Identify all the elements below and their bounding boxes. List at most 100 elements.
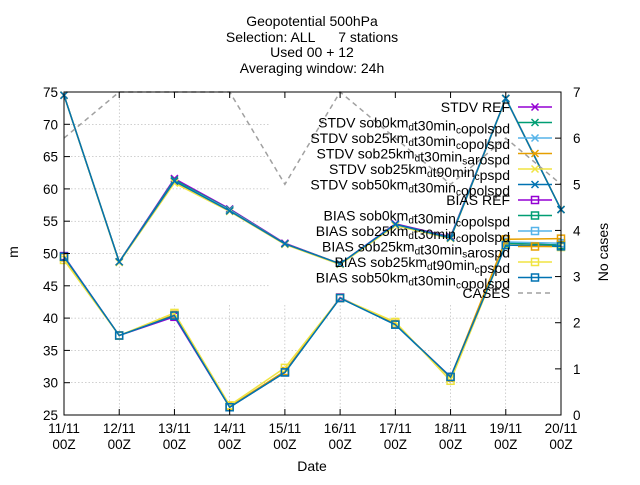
- cross-marker: [225, 206, 234, 215]
- legend-label-subscript: c: [456, 188, 461, 199]
- y-tick-label: 25: [43, 408, 58, 423]
- square-marker: [530, 273, 540, 282]
- x-tick-label: 13/11: [158, 421, 191, 436]
- legend-entry: BIAS sob50kmdt30mincopolspd: [316, 270, 552, 292]
- x-tick-sublabel: 00Z: [439, 437, 462, 452]
- legend-label: BIAS sob0kmdt30mincopolspd: [324, 208, 510, 230]
- legend-label-text: BIAS sob0km: [324, 208, 409, 224]
- legend-entry: STDV sob50kmdt30mincopolspd: [310, 177, 552, 199]
- y2-tick-label: 0: [573, 408, 581, 423]
- x-tick-sublabel: 00Z: [273, 437, 296, 452]
- legend-label-text: STDV sob50km: [310, 177, 408, 193]
- y2-tick-label: 5: [573, 177, 581, 192]
- legend-label: BIAS sob25kmdt30mincopolspd: [316, 223, 510, 245]
- y2-tick-label: 4: [573, 223, 581, 238]
- title-line-3: Used 00 + 12: [270, 44, 354, 60]
- legend-label-subscript: s: [462, 250, 467, 261]
- legend-label-subscript: c: [456, 126, 461, 137]
- legend-label-text: opolspd: [461, 229, 510, 245]
- cross-marker: [530, 180, 540, 189]
- legend-label: STDV REF: [441, 99, 510, 115]
- legend-entry: STDV sob0kmdt30mincopolspd: [318, 115, 552, 137]
- legend-label-text: CASES: [463, 285, 510, 301]
- chart-title: Geopotential 500hPa Selection: ALL 7 sta…: [226, 13, 398, 76]
- x-tick-sublabel: 00Z: [328, 437, 351, 452]
- legend-entry: STDV REF: [441, 99, 552, 115]
- x-tick-label: 11/11: [48, 421, 80, 436]
- cross-marker: [391, 221, 400, 230]
- square-marker: [530, 226, 540, 236]
- title-line-1: Geopotential 500hPa: [246, 13, 378, 29]
- cross-marker: [530, 164, 540, 174]
- legend-label-subscript: d: [408, 185, 414, 196]
- legend-label: STDV sob50kmdt30mincopolspd: [310, 177, 510, 199]
- cross-marker: [391, 220, 400, 229]
- legend-label-text: t30min: [414, 180, 456, 196]
- x-tick-label: 14/11: [213, 421, 246, 436]
- y-axis-label: m: [5, 246, 21, 258]
- square-marker: [530, 211, 540, 220]
- legend-label-text: STDV REF: [441, 99, 510, 115]
- y-tick-label: 40: [43, 311, 58, 326]
- x-tick-sublabel: 00Z: [163, 437, 186, 452]
- cross-marker: [501, 94, 510, 103]
- series-5: [59, 91, 566, 268]
- legend-label-subscript: c: [456, 219, 461, 230]
- legend-label-text: STDV sob25km: [317, 146, 415, 162]
- legend-label-subscript: d: [408, 278, 414, 289]
- legend-label-subscript: c: [456, 141, 461, 152]
- legend-label-text: BIAS sob25km: [334, 254, 427, 270]
- series-line: [63, 244, 562, 409]
- legend-label-text: STDV sob25km: [329, 161, 427, 177]
- cross-marker: [170, 177, 179, 186]
- legend-label: STDV sob25kmdt90mincpspd: [329, 161, 510, 183]
- axes: 253035404550556065707511/1100Z12/1100Z13…: [43, 85, 581, 452]
- square-marker: [530, 242, 540, 251]
- legend-label-text: opolspd: [461, 183, 510, 199]
- legend-entry: BIAS sob0kmdt30mincopolspd: [324, 208, 552, 230]
- legend-label-text: opolspd: [461, 276, 510, 292]
- legend-label-text: BIAS sob25km: [322, 239, 415, 255]
- legend-label: CASES: [463, 285, 510, 301]
- legend-label-text: t30min: [414, 211, 456, 227]
- cross-marker: [530, 118, 540, 127]
- legend-entry: BIAS sob25kmdt90mincpspd: [334, 254, 552, 276]
- legend-label-text: STDV sob0km: [318, 115, 408, 131]
- legend-label-text: arospd: [467, 245, 510, 261]
- y2-tick-label: 7: [573, 85, 581, 100]
- square-marker: [391, 320, 400, 329]
- square-marker: [114, 331, 124, 340]
- square-marker: [335, 293, 345, 303]
- x-tick-label: 12/11: [103, 421, 136, 436]
- x-tick-sublabel: 00Z: [218, 437, 241, 452]
- y-tick-label: 75: [43, 85, 58, 100]
- legend-label-text: t90min: [433, 164, 475, 180]
- x-tick-label: 19/11: [489, 421, 522, 436]
- grid: [64, 92, 561, 415]
- legend-entry: STDV sob25kmdt30mincopolspd: [310, 130, 552, 152]
- title-line-2: Selection: ALL 7 stations: [226, 29, 398, 45]
- square-marker: [170, 311, 179, 320]
- x-tick-label: 20/11: [545, 421, 578, 436]
- x-tick-label: 16/11: [324, 421, 357, 436]
- legend-label-subscript: s: [462, 157, 467, 168]
- legend-entry: STDV sob25kmdt30minsarospd: [317, 146, 552, 168]
- legend-label: STDV sob25kmdt30minsarospd: [317, 146, 510, 168]
- legend-label-subscript: d: [415, 154, 421, 165]
- cross-marker: [336, 259, 345, 268]
- legend-label-subscript: c: [456, 234, 461, 245]
- square-marker: [501, 235, 511, 244]
- y-tick-label: 50: [43, 247, 58, 262]
- legend-label-subscript: d: [408, 216, 414, 227]
- cross-marker: [530, 133, 540, 143]
- legend-label-text: opolspd: [461, 136, 510, 152]
- legend-label-subscript: d: [408, 123, 414, 134]
- x-tick-label: 17/11: [379, 421, 412, 436]
- legend-entry: STDV sob25kmdt90mincpspd: [329, 161, 552, 183]
- y2-tick-label: 2: [573, 316, 581, 331]
- legend-entry: CASES: [463, 285, 552, 301]
- legend-label-text: STDV sob25km: [310, 130, 408, 146]
- legend-label-subscript: d: [408, 138, 414, 149]
